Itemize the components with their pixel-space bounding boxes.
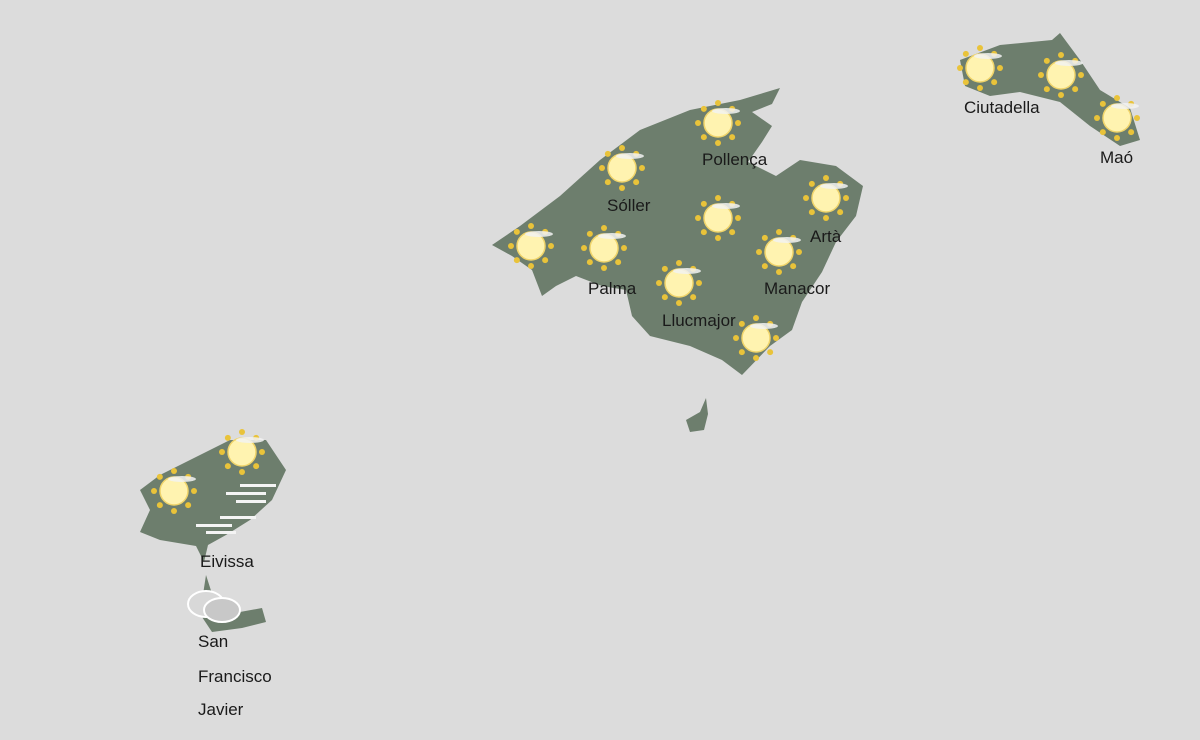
- location-label: Artà: [810, 227, 842, 246]
- sun-icon: [219, 429, 265, 475]
- cloud-icon: [187, 590, 241, 623]
- location-label: Eivissa: [200, 552, 254, 571]
- sun-icon: [695, 195, 741, 241]
- sun-icon: [957, 45, 1003, 91]
- sun-icon: [733, 315, 779, 361]
- location-label: Manacor: [764, 279, 831, 298]
- sun-icon: [756, 229, 802, 275]
- location-label: Javier: [198, 700, 244, 719]
- sun-icon: [803, 175, 849, 221]
- sun-icon: [581, 225, 627, 271]
- sun-icon: [695, 100, 741, 146]
- location-label: Francisco: [198, 667, 272, 686]
- sun-icon: [656, 260, 702, 306]
- sun-icon: [1038, 52, 1084, 98]
- sun-icon: [151, 468, 197, 514]
- location-label: Sóller: [607, 196, 651, 215]
- fog-icon: [196, 484, 276, 534]
- sun-icon: [1094, 95, 1140, 141]
- location-label: Maó: [1100, 148, 1134, 167]
- island-cabrera: [686, 398, 708, 432]
- location-label: Ciutadella: [964, 98, 1040, 117]
- location-label: San: [198, 632, 229, 651]
- sun-icon: [599, 145, 645, 191]
- sun-icon: [508, 223, 554, 269]
- location-label: Pollença: [702, 150, 768, 169]
- island-mallorca: [492, 88, 863, 375]
- location-label: Palma: [588, 279, 637, 298]
- location-label: Llucmajor: [662, 311, 736, 330]
